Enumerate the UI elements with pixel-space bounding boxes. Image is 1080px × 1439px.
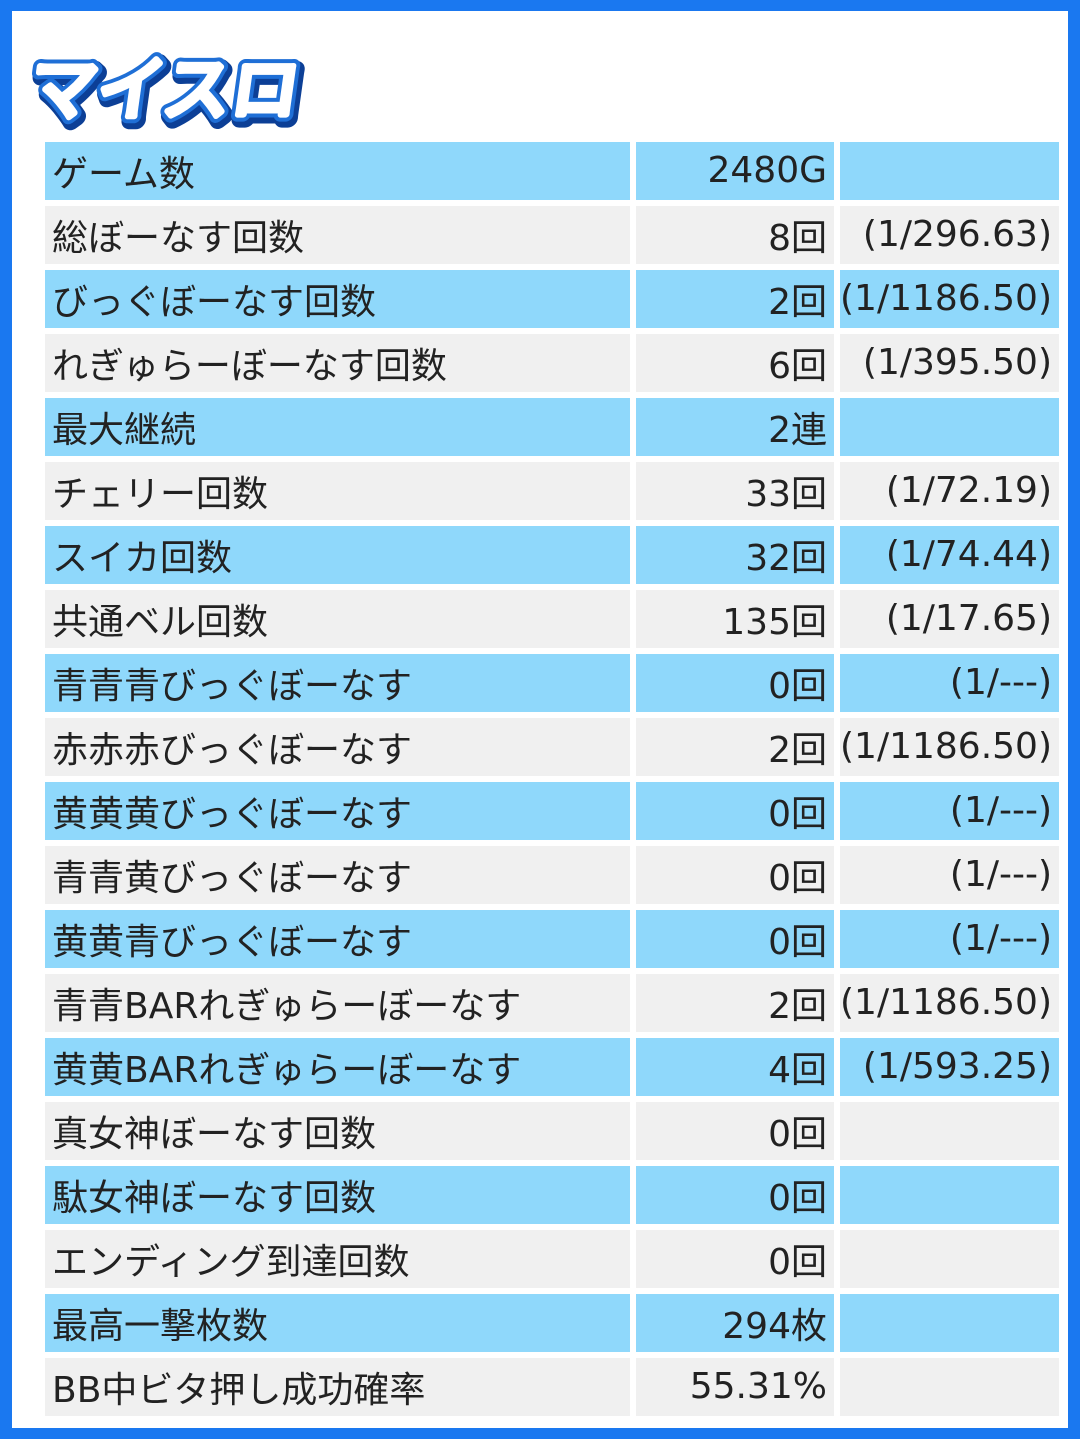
stat-rate: (1/296.63) — [840, 205, 1059, 264]
stat-value: 2連 — [636, 397, 834, 456]
stat-label: 黄黄黄びっぐぼーなす — [45, 781, 630, 840]
stat-value: 8回 — [636, 205, 834, 264]
stats-row: エンディング到達回数 0回 — [45, 1229, 1059, 1288]
stats-row: ゲーム数 2480G — [45, 142, 1059, 200]
stat-label: スイカ回数 — [45, 525, 630, 584]
stat-rate: (1/17.65) — [840, 589, 1059, 648]
stat-rate — [840, 1229, 1059, 1288]
stat-label: びっぐぼーなす回数 — [45, 269, 630, 328]
logo-graphic: マイスロ マイスロ マイスロ — [18, 43, 316, 143]
stats-row: 黄黄黄びっぐぼーなす 0回 (1/---) — [45, 781, 1059, 840]
stats-row: 黄黄青びっぐぼーなす 0回 (1/---) — [45, 909, 1059, 968]
stats-row: 駄女神ぼーなす回数 0回 — [45, 1165, 1059, 1224]
stat-label: ゲーム数 — [45, 142, 630, 200]
stat-rate: (1/1186.50) — [840, 269, 1059, 328]
stat-rate — [840, 1101, 1059, 1160]
stats-row: びっぐぼーなす回数 2回 (1/1186.50) — [45, 269, 1059, 328]
stat-rate: (1/---) — [840, 781, 1059, 840]
stat-rate — [840, 1293, 1059, 1352]
stat-value: 4回 — [636, 1037, 834, 1096]
logo-text: マイスロ — [30, 49, 305, 131]
stat-label: 青青黄びっぐぼーなす — [45, 845, 630, 904]
stats-row: 青青黄びっぐぼーなす 0回 (1/---) — [45, 845, 1059, 904]
stat-rate — [840, 1165, 1059, 1224]
stat-rate — [840, 142, 1059, 200]
stats-row: 青青青びっぐぼーなす 0回 (1/---) — [45, 653, 1059, 712]
stats-row: 最高一撃枚数 294枚 — [45, 1293, 1059, 1352]
stat-value: 0回 — [636, 1165, 834, 1224]
stat-label: チェリー回数 — [45, 461, 630, 520]
stat-value: 0回 — [636, 845, 834, 904]
stat-value: 2回 — [636, 717, 834, 776]
stat-label: 赤赤赤びっぐぼーなす — [45, 717, 630, 776]
stat-value: 55.31% — [636, 1357, 834, 1416]
stats-row: 共通ベル回数 135回 (1/17.65) — [45, 589, 1059, 648]
stat-value: 2回 — [636, 973, 834, 1032]
stat-rate: (1/72.19) — [840, 461, 1059, 520]
stats-row: 黄黄BARれぎゅらーぼーなす 4回 (1/593.25) — [45, 1037, 1059, 1096]
stats-row: チェリー回数 33回 (1/72.19) — [45, 461, 1059, 520]
stat-label: エンディング到達回数 — [45, 1229, 630, 1288]
stats-row: れぎゅらーぼーなす回数 6回 (1/395.50) — [45, 333, 1059, 392]
stat-label: 真女神ぼーなす回数 — [45, 1101, 630, 1160]
stat-label: 総ぼーなす回数 — [45, 205, 630, 264]
stat-rate: (1/---) — [840, 909, 1059, 968]
stat-rate — [840, 397, 1059, 456]
stat-rate: (1/1186.50) — [840, 973, 1059, 1032]
stat-rate: (1/---) — [840, 845, 1059, 904]
maisuro-logo: マイスロ マイスロ マイスロ — [18, 43, 320, 143]
stat-label: 最大継続 — [45, 397, 630, 456]
stat-value: 0回 — [636, 1101, 834, 1160]
logo-text-border: マイスロ — [30, 49, 305, 131]
stats-row: スイカ回数 32回 (1/74.44) — [45, 525, 1059, 584]
stat-label: 黄黄BARれぎゅらーぼーなす — [45, 1037, 630, 1096]
stat-label: 共通ベル回数 — [45, 589, 630, 648]
stat-value: 32回 — [636, 525, 834, 584]
stat-value: 135回 — [636, 589, 834, 648]
stat-value: 0回 — [636, 909, 834, 968]
stat-label: 黄黄青びっぐぼーなす — [45, 909, 630, 968]
stat-label: 青青青びっぐぼーなす — [45, 653, 630, 712]
stats-table: ゲーム数 2480G 総ぼーなす回数 8回 (1/296.63) びっぐぼーなす… — [45, 142, 1059, 1422]
stat-label: 最高一撃枚数 — [45, 1293, 630, 1352]
stat-value: 0回 — [636, 653, 834, 712]
stat-value: 0回 — [636, 781, 834, 840]
stat-label: れぎゅらーぼーなす回数 — [45, 333, 630, 392]
stats-row: 総ぼーなす回数 8回 (1/296.63) — [45, 205, 1059, 264]
stat-label: 青青BARれぎゅらーぼーなす — [45, 973, 630, 1032]
stats-row: 真女神ぼーなす回数 0回 — [45, 1101, 1059, 1160]
stat-rate: (1/395.50) — [840, 333, 1059, 392]
stat-value: 33回 — [636, 461, 834, 520]
stat-label: 駄女神ぼーなす回数 — [45, 1165, 630, 1224]
stat-rate: (1/593.25) — [840, 1037, 1059, 1096]
stats-row: 最大継続 2連 — [45, 397, 1059, 456]
stat-value: 0回 — [636, 1229, 834, 1288]
logo-text-shadow: マイスロ — [30, 53, 308, 135]
stat-value: 2回 — [636, 269, 834, 328]
stat-value: 294枚 — [636, 1293, 834, 1352]
stat-rate — [840, 1357, 1059, 1416]
stat-value: 6回 — [636, 333, 834, 392]
stat-rate: (1/1186.50) — [840, 717, 1059, 776]
stat-label: BB中ビタ押し成功確率 — [45, 1357, 630, 1416]
stats-row: 赤赤赤びっぐぼーなす 2回 (1/1186.50) — [45, 717, 1059, 776]
stats-row: BB中ビタ押し成功確率 55.31% — [45, 1357, 1059, 1416]
stats-row: 青青BARれぎゅらーぼーなす 2回 (1/1186.50) — [45, 973, 1059, 1032]
stat-rate: (1/74.44) — [840, 525, 1059, 584]
stat-rate: (1/---) — [840, 653, 1059, 712]
stat-value: 2480G — [636, 142, 834, 200]
